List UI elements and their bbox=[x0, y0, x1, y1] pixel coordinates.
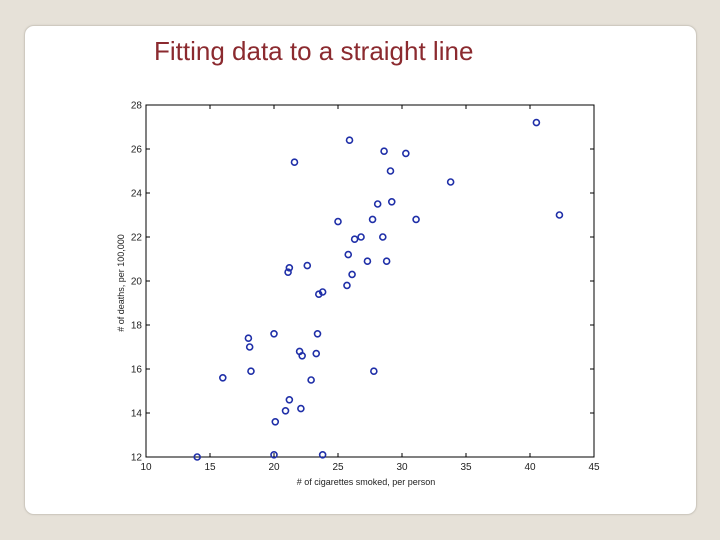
data-point bbox=[344, 250, 353, 259]
data-point bbox=[387, 198, 396, 206]
y-tick-label: 20 bbox=[131, 277, 143, 288]
data-point bbox=[247, 367, 255, 376]
y-axis-label: # of deaths, per 100,000 bbox=[116, 234, 126, 332]
x-tick-label: 30 bbox=[396, 462, 408, 473]
data-point bbox=[219, 373, 227, 382]
x-tick-label: 35 bbox=[460, 462, 472, 473]
data-point bbox=[284, 268, 292, 277]
data-point bbox=[382, 257, 391, 266]
data-points bbox=[193, 118, 564, 461]
y-tick-label: 14 bbox=[131, 409, 143, 420]
data-point bbox=[345, 136, 354, 144]
y-tick-label: 22 bbox=[131, 233, 143, 244]
data-point bbox=[378, 233, 387, 241]
data-point bbox=[368, 215, 377, 224]
data-point bbox=[244, 334, 253, 343]
data-point bbox=[334, 217, 342, 226]
slide-title: Fitting data to a straight line bbox=[154, 36, 474, 66]
x-tick-label: 15 bbox=[204, 462, 216, 473]
data-point bbox=[370, 367, 378, 376]
data-point bbox=[350, 235, 359, 243]
plot-area-frame bbox=[145, 104, 595, 458]
x-tick-label: 10 bbox=[140, 462, 152, 473]
data-point bbox=[318, 450, 327, 459]
data-point bbox=[303, 261, 312, 270]
x-tick-label: 20 bbox=[268, 462, 280, 473]
data-point bbox=[298, 351, 306, 360]
x-tick-label: 45 bbox=[588, 462, 600, 473]
y-tick-label: 28 bbox=[131, 101, 143, 112]
slide-panel bbox=[24, 25, 697, 515]
data-point bbox=[307, 376, 315, 384]
data-point bbox=[245, 343, 254, 351]
data-point bbox=[380, 147, 388, 155]
data-point bbox=[348, 270, 356, 279]
data-point bbox=[281, 406, 290, 415]
data-point bbox=[402, 149, 410, 158]
data-point bbox=[313, 329, 322, 338]
data-point bbox=[290, 158, 299, 166]
y-tick-label: 18 bbox=[131, 321, 143, 332]
y-tick-label: 24 bbox=[131, 189, 143, 200]
data-point bbox=[312, 349, 321, 358]
data-point bbox=[446, 178, 455, 186]
data-point bbox=[318, 288, 327, 296]
y-axis: 12 14 16 18 20 22 24 26 28 bbox=[131, 101, 594, 464]
y-tick-label: 26 bbox=[131, 145, 143, 156]
data-point bbox=[285, 395, 294, 404]
data-point bbox=[373, 200, 382, 208]
data-point bbox=[363, 257, 372, 266]
data-point bbox=[193, 453, 201, 461]
x-tick-label: 40 bbox=[524, 462, 536, 473]
data-point bbox=[412, 215, 420, 224]
x-axis-label: # of cigarettes smoked, per person bbox=[297, 477, 436, 487]
y-tick-label: 16 bbox=[131, 365, 143, 376]
data-point bbox=[555, 211, 564, 219]
data-point bbox=[270, 450, 278, 459]
data-point bbox=[386, 167, 395, 175]
y-tick-label: 12 bbox=[131, 453, 143, 464]
data-point bbox=[297, 404, 305, 413]
x-tick-label: 25 bbox=[332, 462, 344, 473]
data-point bbox=[271, 417, 280, 426]
data-point bbox=[357, 233, 365, 241]
data-point bbox=[343, 281, 351, 290]
data-point bbox=[285, 263, 294, 272]
data-point bbox=[270, 329, 278, 338]
x-axis: 10 15 20 25 30 35 40 45 bbox=[140, 105, 600, 473]
data-point bbox=[532, 118, 541, 127]
